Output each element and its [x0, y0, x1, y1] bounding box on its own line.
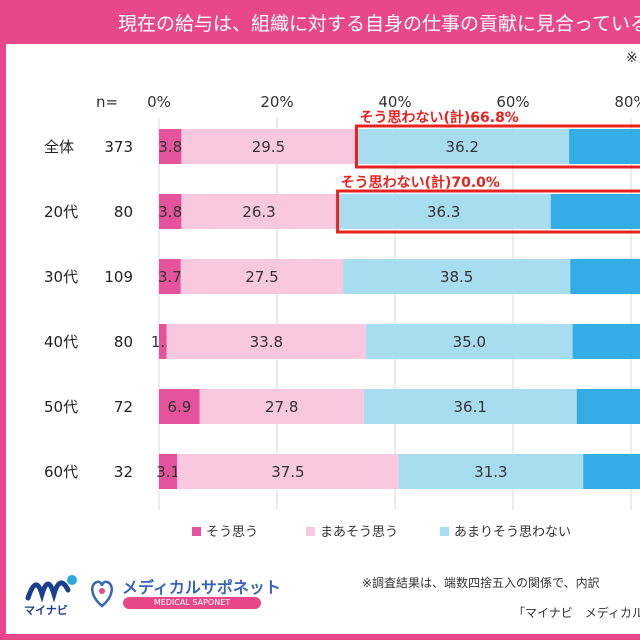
bar-segment: [336, 194, 551, 229]
bar-segment: [572, 324, 640, 359]
x-tick-label: 0%: [147, 93, 171, 111]
source-text: 「マイナビ メディカル: [513, 606, 640, 620]
bar-data-label: 3.8: [158, 203, 182, 221]
row-n-value: 109: [104, 268, 133, 286]
bar-segment: [569, 129, 640, 164]
saponet-logo-subtitle: MEDICAL SAPONET: [123, 597, 261, 609]
legend-label: まあそう思う: [320, 525, 398, 540]
row-category-label: 60代: [44, 463, 78, 481]
bar-segment: [159, 259, 181, 294]
bar-segment: [550, 194, 640, 229]
bar-segment: [159, 194, 182, 229]
bar-segment: [355, 129, 570, 164]
row-n-value: 373: [104, 138, 133, 156]
legend-label: そう思う: [206, 525, 258, 540]
saponet-heart-icon: [91, 580, 113, 608]
bar-data-label: 26.3: [242, 203, 275, 221]
bar-segment: [343, 259, 571, 294]
x-tick-label: 40%: [378, 93, 411, 111]
bar-segment: [363, 389, 577, 424]
x-tick-label: 20%: [260, 93, 293, 111]
bar-segment: [159, 454, 178, 489]
bar-data-label: 29.5: [252, 138, 285, 156]
n-header: n=: [96, 93, 118, 111]
row-n-value: 72: [114, 398, 133, 416]
row-category-label: 全体: [44, 138, 74, 156]
bar-segment: [366, 324, 573, 359]
x-tick-label: 60%: [496, 93, 529, 111]
bar-data-label: 36.2: [446, 138, 479, 156]
bar-segment: [181, 194, 337, 229]
annotation-label: そう思わない(計)66.8%: [359, 109, 518, 126]
bar-data-label: 36.1: [454, 398, 487, 416]
bar-segment: [180, 259, 344, 294]
bar-data-label: 27.8: [265, 398, 298, 416]
bar-data-label: 35.0: [453, 333, 486, 351]
legend-swatch: [440, 527, 449, 536]
row-category-label: 50代: [44, 398, 78, 416]
bar-segment: [576, 389, 640, 424]
x-tick-label: 80%: [614, 93, 640, 111]
note-mark: ※: [626, 50, 638, 66]
bar-data-label: 37.5: [271, 463, 304, 481]
bar-data-label: 31.3: [474, 463, 507, 481]
bar-data-label: 33.8: [250, 333, 283, 351]
annotation-label: そう思わない(計)70.0%: [341, 174, 500, 191]
bar-segment: [199, 389, 364, 424]
bar-segment: [398, 454, 584, 489]
bar-data-label: 3.1: [156, 463, 180, 481]
row-category-label: 20代: [44, 203, 78, 221]
bar-data-label: 38.5: [440, 268, 473, 286]
bar-data-label: 6.9: [167, 398, 191, 416]
title-bar: 現在の給与は、組織に対する自身の仕事の貢献に見合っている: [0, 0, 640, 44]
annotation-box: [336, 189, 640, 234]
row-category-label: 40代: [44, 333, 78, 351]
bar-segment: [159, 389, 200, 424]
bar-segment: [159, 324, 167, 359]
bar-segment: [166, 324, 367, 359]
bar-data-label: 27.5: [245, 268, 278, 286]
legend-label: あまりそう思わない: [454, 525, 571, 540]
legend-swatch: [192, 527, 201, 536]
bar-segment: [570, 259, 640, 294]
row-category-label: 30代: [44, 268, 78, 286]
row-n-value: 32: [114, 463, 133, 481]
saponet-logo-text: メディカルサポネット: [122, 578, 281, 597]
mynavi-logo-icon: [25, 575, 77, 603]
row-n-value: 80: [114, 203, 133, 221]
bar-data-label: 3.8: [158, 138, 182, 156]
footer-note: ※調査結果は、端数四捨五入の関係で、内訳: [362, 576, 600, 590]
annotation-box: [354, 124, 640, 169]
bar-data-label: 36.3: [427, 203, 460, 221]
bar-segment: [583, 454, 640, 489]
mynavi-logo-text: マイナビ: [24, 604, 68, 617]
bar-data-label: 3.7: [158, 268, 182, 286]
bar-segment: [181, 129, 356, 164]
row-n-value: 80: [114, 333, 133, 351]
bar-segment: [159, 129, 182, 164]
page-title: 現在の給与は、組織に対する自身の仕事の貢献に見合っている: [118, 13, 640, 35]
bar-segment: [177, 454, 399, 489]
legend-swatch: [306, 527, 315, 536]
